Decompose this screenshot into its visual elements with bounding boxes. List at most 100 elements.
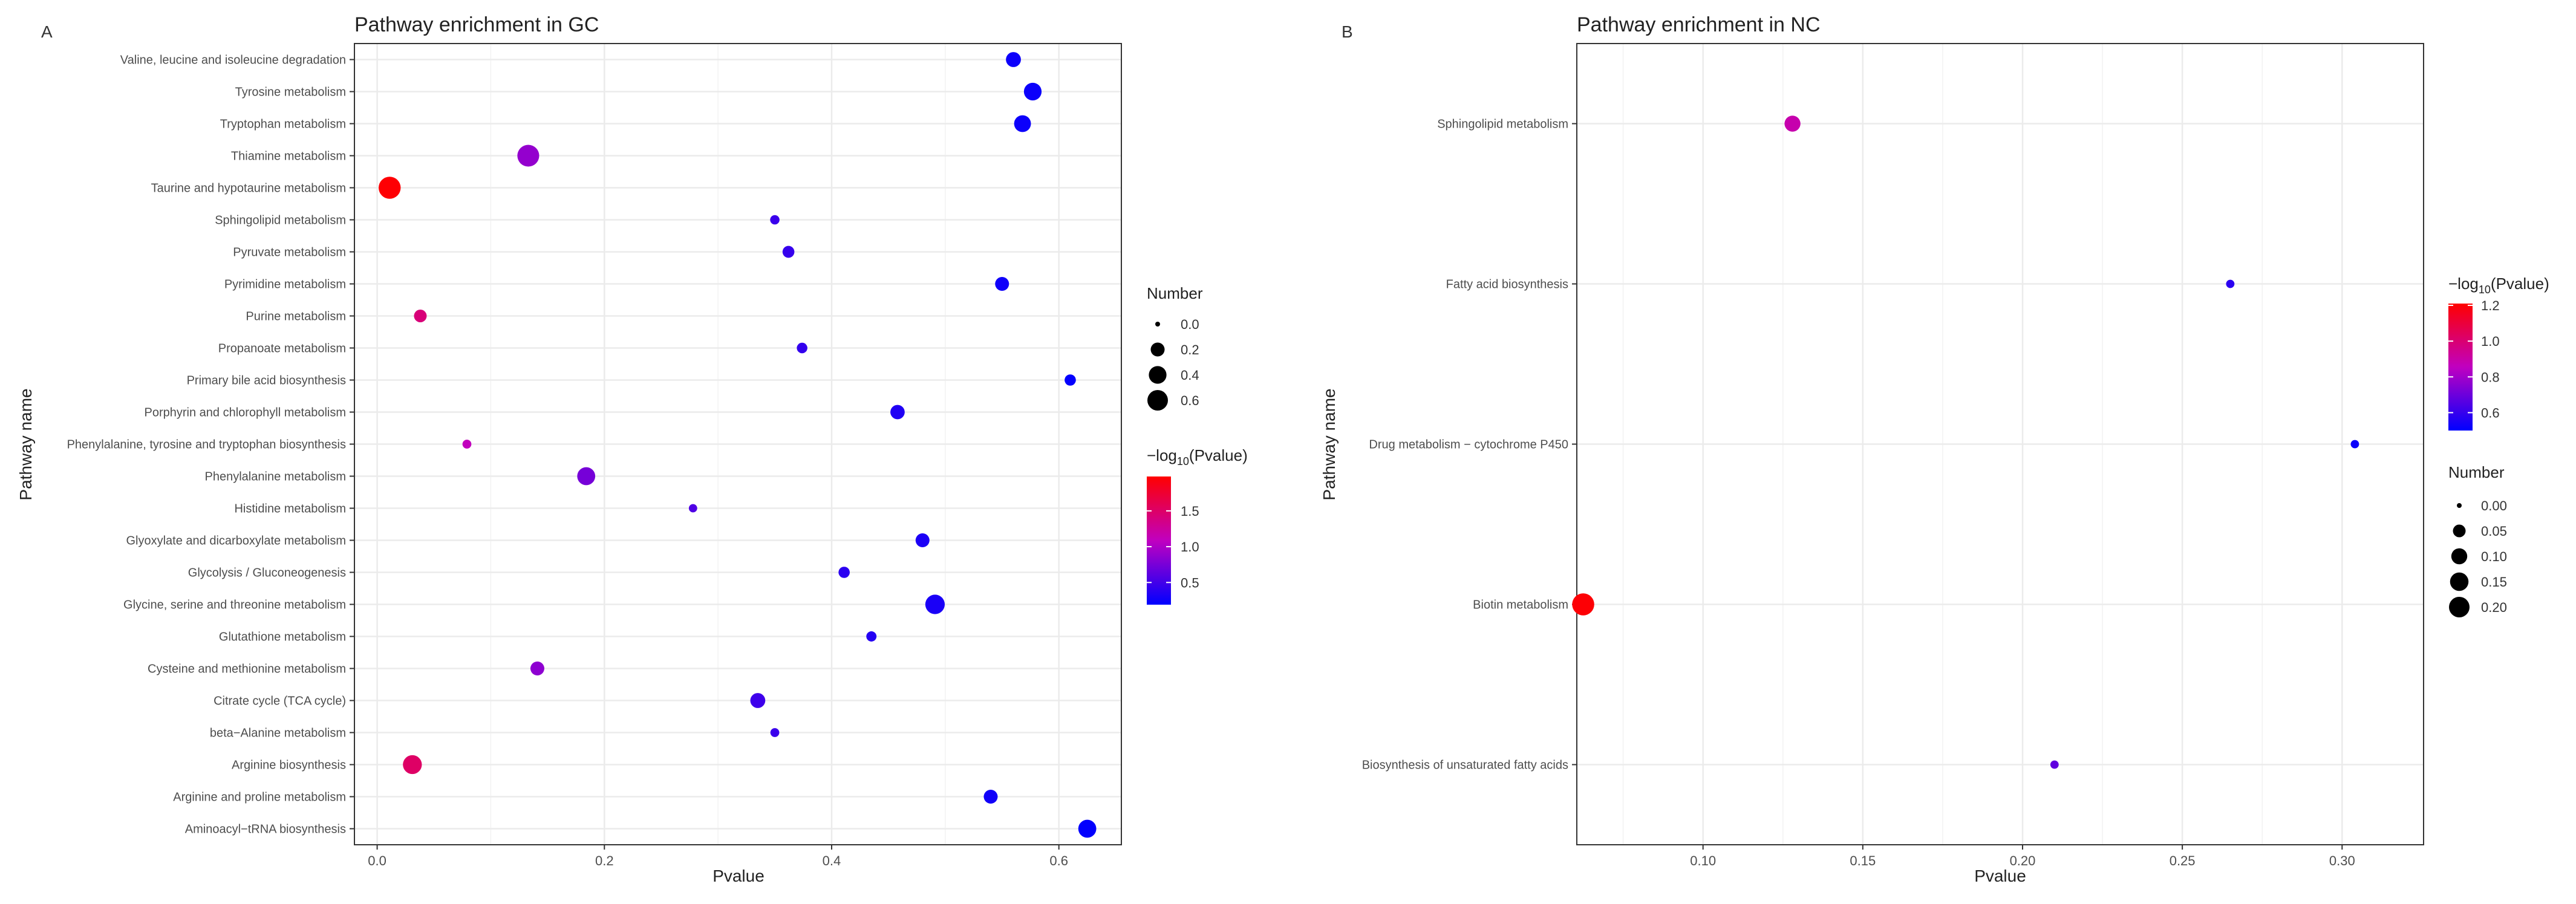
data-point <box>1014 115 1031 132</box>
y-tick-label: Propanoate metabolism <box>218 342 346 356</box>
data-point <box>577 467 596 486</box>
y-tick-label: Histidine metabolism <box>234 502 346 516</box>
y-tick-label: Drug metabolism − cytochrome P450 <box>1369 438 1568 452</box>
y-tick-labels-gc: Valine, leucine and isoleucine degradati… <box>67 54 354 836</box>
legend-size-key <box>1150 342 1165 357</box>
y-axis-label-nc: Pathway name <box>1320 388 1339 500</box>
legend-size-key <box>2457 503 2462 508</box>
legend-size-key <box>2453 524 2466 538</box>
legend-size-key <box>1147 390 1168 411</box>
chart-title-gc: Pathway enrichment in GC <box>354 13 599 36</box>
legend-color-title-suffix-nc: (Pvalue) <box>2491 275 2549 293</box>
y-tick-label: beta−Alanine metabolism <box>210 727 346 740</box>
legend-size-key <box>1155 322 1160 327</box>
y-tick-label: Biosynthesis of unsaturated fatty acids <box>1362 759 1568 772</box>
legend-color-title-suffix: (Pvalue) <box>1189 446 1248 464</box>
data-point <box>915 533 930 548</box>
x-axis-label-gc: Pvalue <box>712 867 765 885</box>
y-tick-label: Fatty acid biosynthesis <box>1446 278 1568 291</box>
data-point <box>866 631 877 642</box>
legend-size-gc: Number 0.0 0.2 0.4 0.6 <box>1147 284 1203 411</box>
y-tick-label: Tyrosine metabolism <box>235 86 346 99</box>
data-point <box>403 755 422 775</box>
legend-size-key <box>2449 597 2470 617</box>
y-tick-label: Sphingolipid metabolism <box>1437 118 1568 131</box>
y-tick-label: Arginine biosynthesis <box>232 759 346 772</box>
data-point <box>1572 593 1594 616</box>
x-tick-label: 0.0 <box>368 853 386 868</box>
data-point <box>983 789 998 804</box>
grid-nc <box>1576 43 2424 845</box>
data-point <box>2350 440 2359 449</box>
legend-color-title-prefix-nc: −log <box>2448 275 2479 293</box>
chart-title-nc: Pathway enrichment in NC <box>1577 13 1821 36</box>
data-point <box>770 215 780 225</box>
data-point <box>925 594 945 614</box>
legend-size-label: 0.10 <box>2481 549 2507 564</box>
y-tick-label: Pyrimidine metabolism <box>224 278 346 291</box>
data-point <box>797 342 807 354</box>
y-tick-label: Valine, leucine and isoleucine degradati… <box>120 54 346 67</box>
y-axis-label-gc: Pathway name <box>16 388 35 500</box>
colorbar-label: 1.5 <box>1181 504 1199 519</box>
legend-color-title-prefix: −log <box>1147 446 1177 464</box>
legend-size-label: 0.4 <box>1181 368 1199 383</box>
legend-color-title: −log10(Pvalue) <box>1147 446 1248 467</box>
legend-size-key <box>2450 572 2469 591</box>
colorbar-gc <box>1147 476 1171 605</box>
colorbar-label: 1.0 <box>1181 539 1199 554</box>
legend-color-title-sub-nc: 10 <box>2479 284 2491 296</box>
legend-size-label: 0.6 <box>1181 393 1199 408</box>
colorbar-label: 0.8 <box>2481 369 2500 385</box>
y-tick-label: Glutathione metabolism <box>219 631 346 644</box>
y-tick-label: Thiamine metabolism <box>231 150 346 163</box>
data-point <box>838 567 850 578</box>
chart-gc: A Pathway enrichment in GC Pathway name … <box>16 13 1248 885</box>
colorbar-label: 1.0 <box>2481 334 2500 349</box>
colorbar-label: 0.6 <box>2481 405 2500 420</box>
y-tick-label: Sphingolipid metabolism <box>215 214 346 227</box>
points-gc <box>378 52 1097 838</box>
legend-color-title-sub: 10 <box>1177 455 1189 467</box>
x-tick-label: 0.25 <box>2170 853 2196 868</box>
y-tick-label: Biotin metabolism <box>1473 599 1568 612</box>
colorbar-label: 1.2 <box>2481 298 2500 313</box>
data-point <box>462 440 472 449</box>
x-tick-label: 0.15 <box>1850 853 1876 868</box>
y-tick-label: Glyoxylate and dicarboxylate metabolism <box>126 535 346 548</box>
x-axis-label-nc: Pvalue <box>1974 867 2026 885</box>
legend-size-label: 0.20 <box>2481 600 2507 615</box>
data-point <box>995 276 1009 291</box>
y-tick-label: Primary bile acid biosynthesis <box>187 374 346 388</box>
y-tick-label: Taurine and hypotaurine metabolism <box>151 182 346 195</box>
data-point <box>1784 115 1801 132</box>
colorbar-nc <box>2448 304 2473 431</box>
data-point <box>414 310 427 322</box>
data-point <box>1006 52 1021 67</box>
data-point <box>782 246 795 258</box>
data-point <box>1023 82 1042 101</box>
legend-size-label: 0.05 <box>2481 524 2507 539</box>
y-tick-label: Phenylalanine, tyrosine and tryptophan b… <box>67 438 346 452</box>
data-point <box>890 405 905 420</box>
y-tick-label: Pyruvate metabolism <box>233 246 346 259</box>
x-tick-labels-nc: 0.10 0.15 0.20 0.25 0.30 <box>1690 845 2355 868</box>
points-nc <box>1572 115 2359 769</box>
y-tick-label: Tryptophan metabolism <box>220 118 346 131</box>
data-point <box>2226 279 2235 288</box>
legend-size-title: Number <box>1147 284 1203 302</box>
y-tick-label: Glycine, serine and threonine metabolism <box>123 599 346 612</box>
x-tick-label: 0.20 <box>2010 853 2036 868</box>
data-point <box>517 145 540 167</box>
data-point <box>1065 374 1076 386</box>
x-tick-labels-gc: 0.0 0.2 0.4 0.6 <box>368 845 1068 868</box>
legend-size-key <box>2451 548 2468 565</box>
y-tick-label: Porphyrin and chlorophyll metabolism <box>145 406 347 420</box>
y-tick-label: Aminoacyl−tRNA biosynthesis <box>185 823 346 836</box>
data-point <box>770 728 780 737</box>
legend-color-title-nc: −log10(Pvalue) <box>2448 275 2549 296</box>
x-tick-label: 0.2 <box>595 853 614 868</box>
data-point <box>688 504 697 513</box>
chart-nc: B Pathway enrichment in NC Pathway name … <box>1320 13 2549 885</box>
colorbar-label: 0.5 <box>1181 575 1199 590</box>
